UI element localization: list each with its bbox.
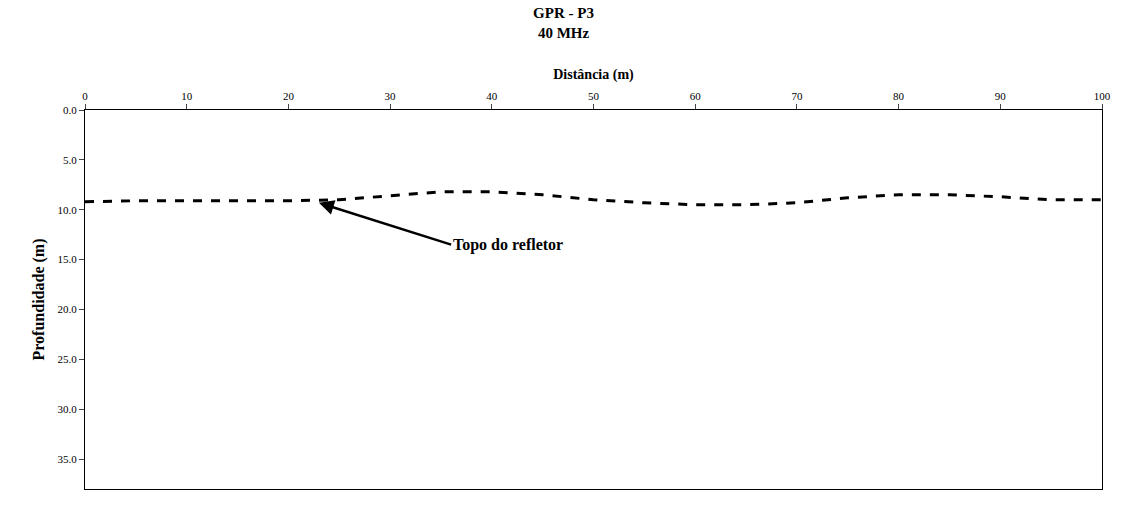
svg-text:Profundidade (m): Profundidade (m) xyxy=(30,239,48,361)
svg-text:80: 80 xyxy=(893,90,905,102)
svg-text:Topo do refletor: Topo do refletor xyxy=(453,236,563,254)
svg-text:60: 60 xyxy=(690,90,702,102)
svg-text:20.0: 20.0 xyxy=(58,303,78,315)
svg-text:30: 30 xyxy=(385,90,397,102)
svg-text:40: 40 xyxy=(486,90,498,102)
svg-text:15.0: 15.0 xyxy=(58,253,78,265)
svg-text:GPR - P340 MHz: GPR - P340 MHz xyxy=(533,5,594,41)
svg-text:25.0: 25.0 xyxy=(58,353,78,365)
svg-text:0: 0 xyxy=(82,90,88,102)
svg-text:70: 70 xyxy=(791,90,803,102)
svg-text:10.0: 10.0 xyxy=(58,204,78,216)
svg-text:Distância (m): Distância (m) xyxy=(553,67,634,83)
svg-text:35.0: 35.0 xyxy=(58,453,78,465)
svg-text:10: 10 xyxy=(181,90,193,102)
svg-text:0.0: 0.0 xyxy=(63,104,77,116)
svg-text:90: 90 xyxy=(995,90,1007,102)
svg-text:30.0: 30.0 xyxy=(58,403,78,415)
svg-text:5.0: 5.0 xyxy=(63,154,77,166)
svg-text:50: 50 xyxy=(588,90,600,102)
svg-text:20: 20 xyxy=(283,90,295,102)
svg-text:100: 100 xyxy=(1094,90,1111,102)
